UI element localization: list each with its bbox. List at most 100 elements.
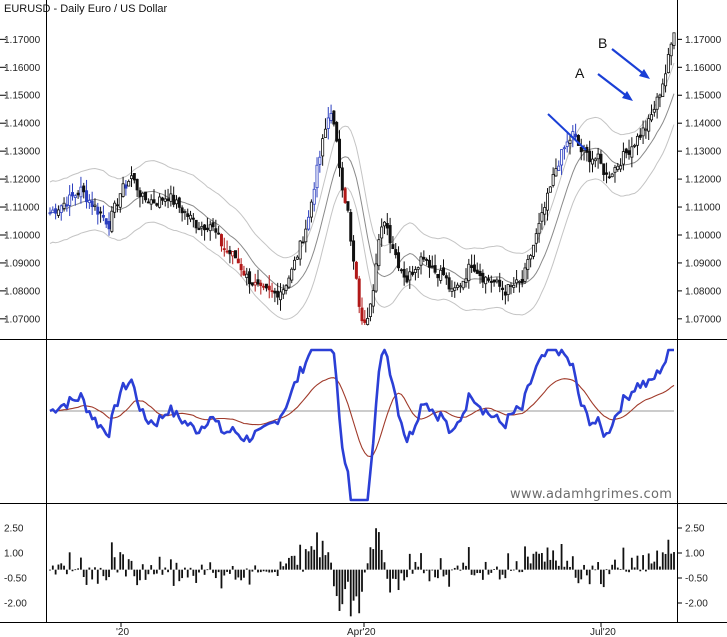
annotation-a-label: A — [575, 65, 585, 81]
candle-body — [318, 156, 322, 165]
y-tick-label-left: 1.17000 — [4, 35, 41, 46]
histogram-bar — [512, 569, 515, 571]
candle-body — [276, 290, 280, 298]
histogram-bar — [63, 565, 65, 570]
histogram-bar — [158, 556, 161, 570]
histogram-bar — [316, 532, 318, 570]
histogram-bar — [175, 562, 178, 570]
histogram-bar — [240, 569, 243, 581]
candle-body — [523, 267, 527, 282]
histogram-bar — [369, 547, 372, 570]
candle-body — [416, 267, 420, 270]
candle-body — [174, 199, 178, 205]
candle-body — [295, 256, 299, 260]
histogram-bar — [498, 569, 501, 580]
histogram-bar — [164, 567, 167, 570]
y-tick-label: 1.10000 — [685, 230, 722, 241]
histogram-bar — [642, 555, 644, 570]
candle-body — [537, 222, 541, 234]
histogram-bar — [99, 567, 102, 570]
histogram-bar — [363, 569, 366, 573]
candle-body — [405, 275, 409, 283]
candle-body — [394, 249, 398, 256]
histogram-bar — [501, 569, 504, 575]
y-tick-label-left: 1.11000 — [4, 203, 40, 214]
histogram-bar — [661, 552, 664, 570]
histogram-bar — [380, 549, 383, 570]
y-tick-label: 1.14000 — [685, 119, 722, 130]
histogram-bar — [439, 558, 442, 570]
histogram-bar — [94, 567, 96, 570]
histogram-bar — [400, 569, 403, 574]
histogram-bar — [456, 565, 459, 570]
candle-body — [616, 165, 620, 170]
y-tick-label-left: 1.14000 — [4, 119, 41, 130]
candle-body — [450, 288, 454, 292]
candle-body — [155, 203, 159, 206]
histogram-bar — [192, 569, 195, 576]
histogram-bar — [600, 569, 602, 585]
histogram-bar — [77, 568, 80, 570]
candle-body — [62, 202, 66, 209]
histogram-bar — [462, 562, 465, 570]
candle-body — [211, 222, 215, 228]
hist-tick-label-left: -0.50 — [4, 574, 27, 585]
candle-body — [163, 198, 167, 202]
histogram-bar — [209, 562, 212, 570]
histogram-bar — [445, 569, 448, 575]
histogram-bar — [465, 565, 467, 570]
histogram-bar — [361, 569, 363, 592]
histogram-bar — [605, 569, 608, 571]
candle-body — [486, 278, 490, 281]
histogram-bar — [217, 569, 220, 573]
histogram-bar — [602, 569, 605, 588]
histogram-bar — [243, 569, 245, 578]
candle-body — [498, 279, 502, 287]
histogram-bar — [372, 549, 375, 570]
candle-body — [278, 291, 282, 301]
candle-body — [236, 258, 240, 264]
candle-body — [357, 278, 361, 307]
candle-body — [467, 263, 471, 282]
histogram-bar — [110, 542, 113, 570]
histogram-bar — [147, 569, 150, 575]
y-tick-label-left: 1.09000 — [4, 258, 41, 269]
candle-body — [194, 219, 198, 229]
y-tick-label-left: 1.16000 — [4, 63, 41, 74]
candle-body — [672, 32, 676, 46]
histogram-bar — [518, 569, 521, 573]
histogram-bar — [543, 561, 546, 570]
histogram-bar — [664, 553, 667, 570]
histogram-bar — [647, 553, 650, 570]
candle-body — [633, 144, 637, 147]
histogram-bar — [119, 552, 122, 570]
histogram-bar — [397, 569, 400, 591]
candle-body — [144, 191, 148, 201]
histogram-bar — [585, 569, 588, 576]
histogram-bar — [484, 561, 487, 570]
histogram-bar — [496, 566, 498, 570]
candle-body — [388, 225, 392, 244]
histogram-bar — [521, 569, 524, 573]
candle-body — [641, 127, 645, 137]
histogram-bar — [670, 553, 673, 570]
x-tick-label: '20 — [116, 627, 129, 637]
candle-body — [621, 151, 625, 165]
candle-body — [453, 287, 457, 291]
candle-body — [267, 285, 271, 291]
candle-body — [666, 54, 670, 74]
histogram-bar — [271, 569, 273, 573]
histogram-bar — [616, 567, 619, 570]
histogram-bar — [470, 569, 473, 575]
candle-body — [551, 174, 555, 186]
candle-body — [315, 164, 319, 189]
histogram-bar — [546, 547, 549, 570]
histogram-bar — [195, 569, 198, 583]
histogram-bar — [476, 569, 479, 574]
histogram-bar — [451, 569, 453, 571]
histogram-bar — [161, 569, 164, 575]
histogram-bar — [245, 568, 248, 570]
histogram-bar — [473, 569, 476, 576]
hist-tick-label: 1.00 — [685, 549, 705, 560]
histogram-bar — [507, 553, 510, 570]
